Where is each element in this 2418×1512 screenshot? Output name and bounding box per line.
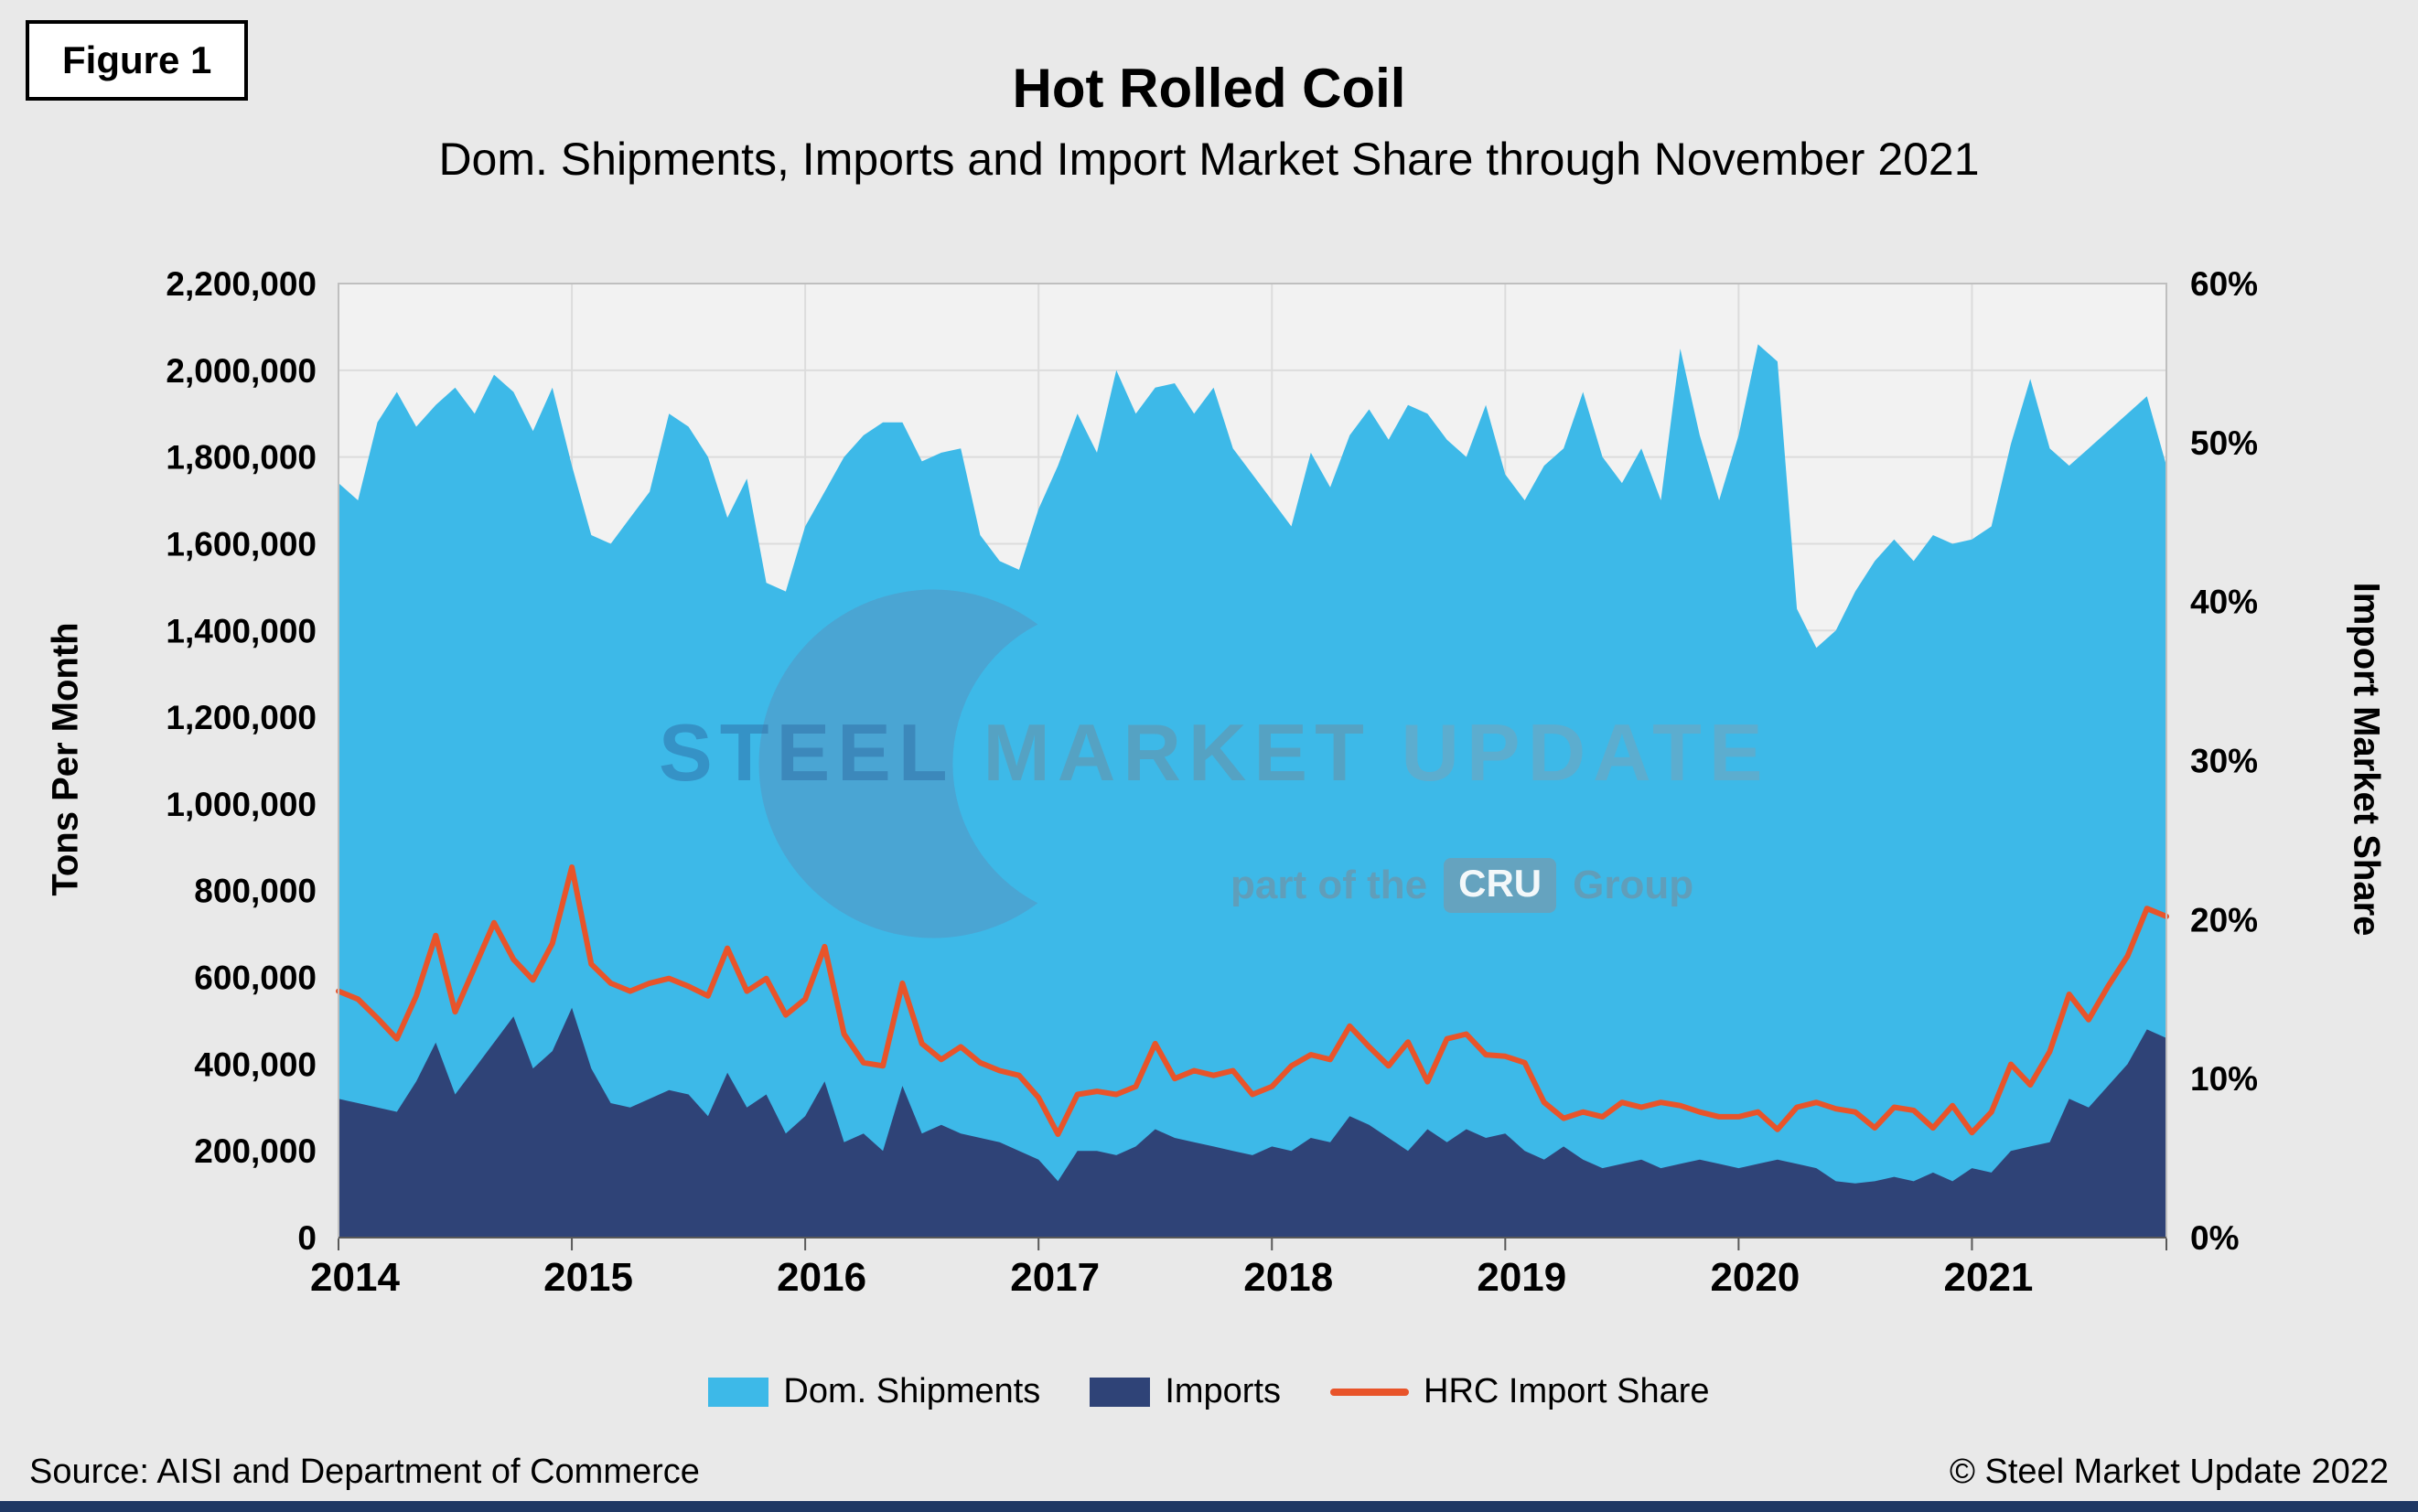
bottom-accent-bar xyxy=(0,1501,2418,1512)
left-axis-tick-label: 200,000 xyxy=(194,1132,317,1170)
x-axis-year-label: 2019 xyxy=(1477,1255,1566,1300)
legend-item-dom-shipments: Dom. Shipments xyxy=(708,1372,1040,1411)
right-axis-tick-label: 60% xyxy=(2190,265,2258,303)
left-axis-tick-label: 1,400,000 xyxy=(166,612,317,649)
x-axis-year-label: 2015 xyxy=(543,1255,633,1300)
cru-logo: CRU xyxy=(1444,858,1557,913)
right-axis-tick-label: 50% xyxy=(2190,424,2258,462)
x-axis-year-label: 2020 xyxy=(1710,1255,1800,1300)
left-axis-tick-label: 1,600,000 xyxy=(166,525,317,563)
left-axis-tick-label: 400,000 xyxy=(194,1046,317,1083)
x-axis-year-label: 2021 xyxy=(1944,1255,2034,1300)
legend: Dom. Shipments Imports HRC Import Share xyxy=(0,1372,2418,1411)
right-axis-tick-label: 30% xyxy=(2190,743,2258,780)
left-axis-tick-label: 1,200,000 xyxy=(166,699,317,736)
dom-shipments-area xyxy=(339,344,2166,1238)
watermark-crescent-logo xyxy=(758,589,1038,938)
left-axis-tick-label: 2,200,000 xyxy=(166,265,317,303)
legend-item-hrc-import-share: HRC Import Share xyxy=(1330,1372,1710,1411)
figure-label: Figure 1 xyxy=(26,20,249,101)
x-axis-year-label: 2017 xyxy=(1010,1255,1100,1300)
watermark-cru-line: part of the CRU Group xyxy=(1230,858,1693,913)
legend-label-dom-shipments: Dom. Shipments xyxy=(783,1372,1041,1410)
source-note: Source: AISI and Department of Commerce xyxy=(29,1453,700,1491)
legend-label-hrc-import-share: HRC Import Share xyxy=(1424,1372,1710,1410)
watermark-text: STEEL MARKET UPDATE xyxy=(659,706,1770,799)
x-axis-year-label: 2018 xyxy=(1243,1255,1333,1300)
left-axis-tick-label: 2,000,000 xyxy=(166,352,317,390)
imports-swatch xyxy=(1090,1377,1151,1407)
right-axis-tick-label: 20% xyxy=(2190,901,2258,938)
hrc-import-share-line xyxy=(336,864,2169,1137)
x-axis-year-label: 2016 xyxy=(777,1255,866,1300)
dom-shipments-swatch xyxy=(708,1377,769,1407)
legend-item-imports: Imports xyxy=(1090,1372,1281,1411)
legend-label-imports: Imports xyxy=(1165,1372,1282,1410)
right-axis-tick-label: 40% xyxy=(2190,584,2258,621)
watermark-word-update: UPDATE xyxy=(1401,707,1770,798)
watermark-word-market: MARKET xyxy=(983,707,1371,798)
left-axis-tick-label: 1,800,000 xyxy=(166,439,317,477)
left-axis-tick-label: 1,000,000 xyxy=(166,786,317,823)
x-axis-year-label: 2014 xyxy=(310,1255,400,1300)
watermark-part-of-text: part of the xyxy=(1230,863,1428,907)
watermark-word-steel: STEEL xyxy=(659,707,954,798)
right-axis-tick-label: 0% xyxy=(2190,1219,2239,1257)
right-axis-tick-label: 10% xyxy=(2190,1060,2258,1098)
watermark-group-text: Group xyxy=(1573,863,1694,907)
copyright-note: © Steel Market Update 2022 xyxy=(1949,1453,2389,1491)
imports-area xyxy=(339,1007,2166,1238)
hrc-import-share-swatch xyxy=(1330,1388,1410,1396)
chart-subtitle: Dom. Shipments, Imports and Import Marke… xyxy=(438,134,1980,185)
left-axis-tick-label: 0 xyxy=(297,1219,317,1257)
left-axis-tick-label: 600,000 xyxy=(194,960,317,997)
chart-title: Hot Rolled Coil xyxy=(1012,58,1406,119)
left-axis-tick-label: 800,000 xyxy=(194,873,317,910)
